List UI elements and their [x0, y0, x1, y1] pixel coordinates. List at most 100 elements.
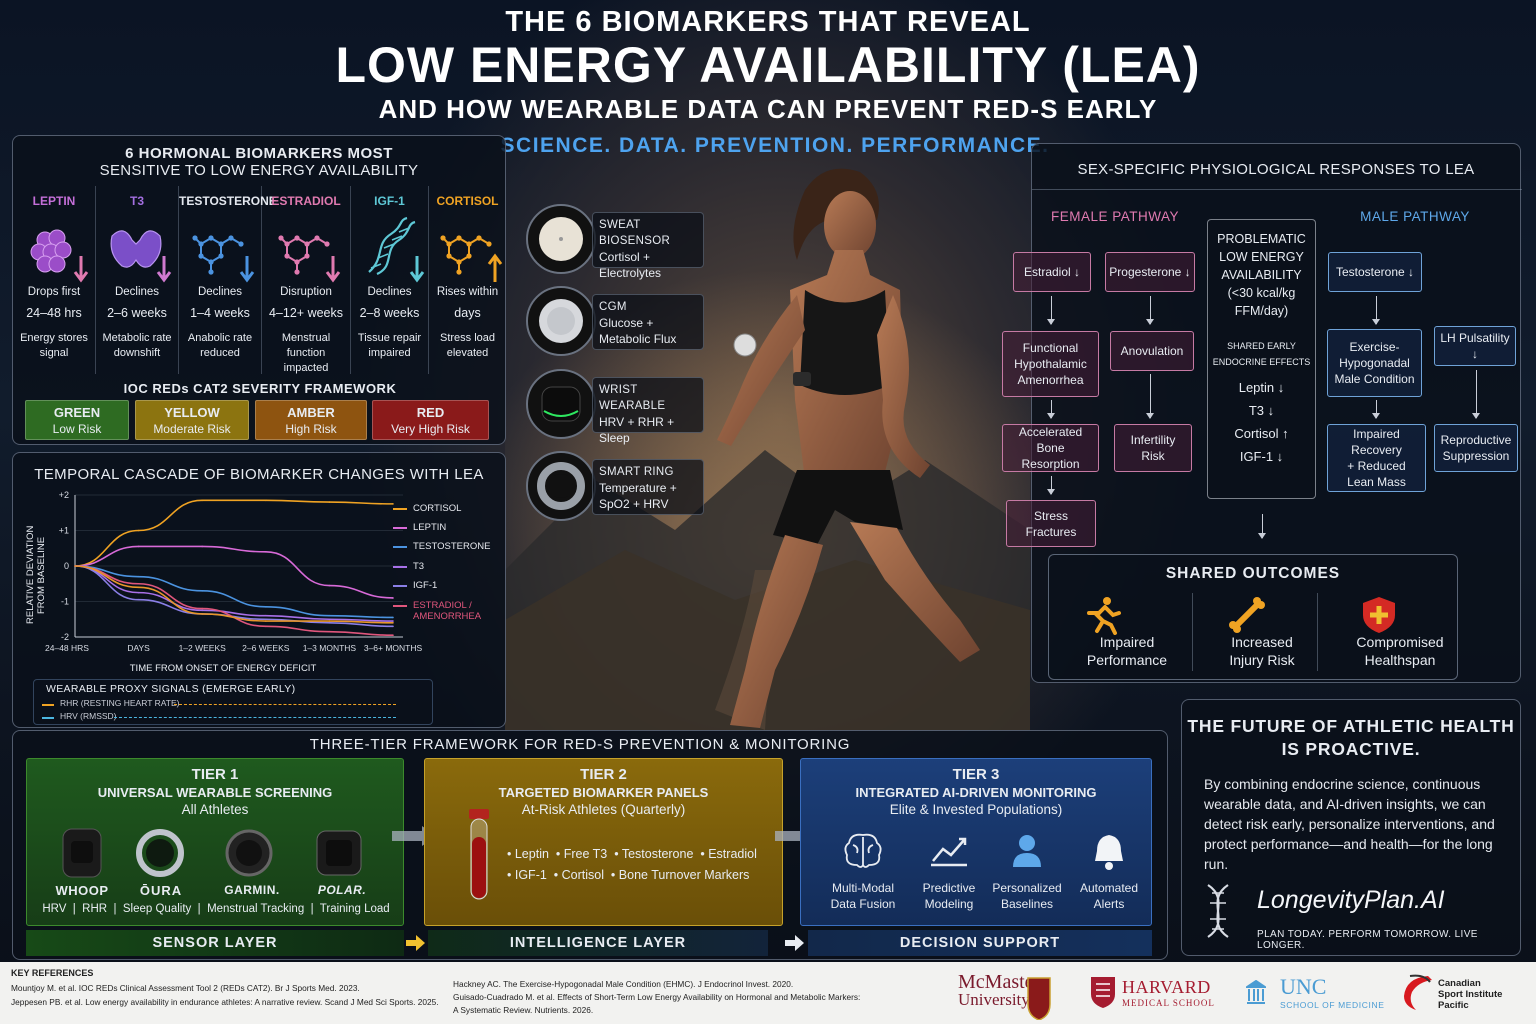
shared-outcomes-title: SHARED OUTCOMES — [1165, 565, 1341, 582]
data-point — [328, 618, 331, 621]
tier-3-audience: Elite & Invested Populations) — [889, 802, 1063, 817]
reference-5: A Systematic Review. Nutrients. 2026. — [453, 1005, 594, 1015]
stress-fractures-box: Stress Fractures — [1006, 500, 1096, 547]
fat-cells-icon — [13, 212, 95, 284]
arrow-down-icon — [409, 256, 424, 283]
severity-yellow: YELLOW Moderate Risk — [135, 400, 249, 440]
lea-line-4: (<30 kcal/kg — [1227, 286, 1296, 300]
wearable-label: SWEAT BIOSENSOR Cortisol + Electrolytes — [592, 212, 704, 280]
x-tick-label: 1–2 WEEKS — [179, 643, 227, 653]
bell-icon — [1095, 835, 1123, 870]
legend-item: IGF-1 — [393, 580, 437, 591]
unc-building-icon — [1246, 980, 1266, 1004]
data-point — [265, 625, 267, 628]
data-point — [328, 620, 331, 622]
outcome-label: Compromised Healthspan — [1356, 634, 1444, 668]
brand-oura: ŌURA — [139, 883, 183, 898]
data-point — [328, 501, 331, 503]
severity-green: GREEN Low Risk — [25, 400, 129, 440]
title-line-1: THE 6 BIOMARKERS THAT REVEAL — [505, 6, 1031, 38]
tier-3-item-label: Predictive Modeling — [922, 881, 976, 911]
data-point — [265, 618, 267, 621]
reference-2: Jeppesen PB. et al. Low energy availabil… — [11, 997, 439, 1007]
data-point — [392, 503, 394, 505]
harvard-shield-icon — [1091, 977, 1115, 1008]
data-point — [201, 613, 203, 615]
hormone-col-t3: T3 Declines 2–6 weeks Metabolic rate downshi… — [96, 186, 179, 374]
data-point — [137, 586, 140, 589]
data-point — [137, 598, 140, 601]
future-title-2: IS PROACTIVE. — [1281, 739, 1421, 759]
decision-support-label: DECISION SUPPORT — [808, 930, 1152, 956]
tier-3-item-3: Automated Alerts — [1069, 831, 1149, 912]
sex-panel-title: SEX-SPECIFIC PHYSIOLOGICAL RESPONSES TO … — [1077, 161, 1475, 178]
future-title-1: THE FUTURE OF ATHLETIC HEALTH — [1187, 716, 1515, 736]
dna-icon — [351, 212, 428, 284]
data-point — [392, 622, 394, 624]
effect-t3: T3 ↓ — [1248, 403, 1275, 418]
hormone-name: LEPTIN — [32, 194, 76, 208]
biomarker-line-chart: +2 +1 0 -1 -224–48 HRS DAYS 1–2 WEEKS 2–6 WEEKS… — [45, 490, 422, 653]
data-point — [137, 591, 140, 594]
proxy-title: WEARABLE PROXY SIGNALS (EMERGE EARLY) — [46, 683, 296, 695]
blood-tube-icon — [469, 809, 489, 900]
fha-box: Functional Hypothalamic Amenorrhea — [1002, 331, 1099, 397]
hormone-col-igf-1: IGF-1 Declines 2–8 weeks Tissue repair impai… — [351, 186, 429, 374]
person-icon — [1013, 835, 1041, 867]
shared-outcomes-box: SHARED OUTCOMES Impaired Performance Incre… — [1048, 554, 1458, 680]
testosterone-box: Testosterone ↓ — [1328, 252, 1422, 292]
reference-1: Mountjoy M. et al. IOC REDs Clinical Ass… — [11, 983, 360, 993]
lea-center-box: PROBLEMATIC LOW ENERGY AVAILABILITY (<30… — [1207, 219, 1316, 499]
hormone-name: ESTRADIOL — [271, 194, 341, 208]
legend-item: ESTRADIOL / AMENORRHEA — [393, 600, 481, 622]
chart-title: TEMPORAL CASCADE OF BIOMARKER CHANGES WI… — [34, 466, 484, 483]
brand-slogan: PLAN TODAY. PERFORM TOMORROW. LIVE LONGE… — [1257, 929, 1478, 951]
runner-icon — [1087, 597, 1121, 635]
y-tick-label: 0 — [64, 561, 69, 571]
lea-line-2: LOW ENERGY — [1219, 250, 1304, 264]
effect-igf1: IGF-1 ↓ — [1239, 449, 1284, 464]
data-point — [201, 609, 203, 612]
outcome-2: Compromised Healthspan — [1329, 595, 1453, 675]
data-point — [328, 622, 331, 624]
x-tick-label: 24–48 HRS — [45, 643, 89, 653]
cgm-sensor-icon — [526, 286, 596, 356]
wearable-callout-0: SWEAT BIOSENSOR Cortisol + Electrolytes — [526, 204, 704, 280]
tier-1-card: TIER 1 UNIVERSAL WEARABLE SCREENING All … — [26, 758, 404, 926]
data-point — [201, 499, 203, 502]
temporal-cascade-panel: TEMPORAL CASCADE OF BIOMARKER CHANGES WI… — [12, 452, 506, 728]
arrow-down-icon — [73, 256, 89, 283]
data-point — [328, 614, 331, 617]
hormone-description: Disruption 4–12+ weeks Menstrual function i… — [268, 286, 343, 375]
hormone-col-testosterone: TESTOSTERONE Declines 1–4 weeks Anabolic ra… — [179, 186, 277, 374]
tiers-title: THREE-TIER FRAMEWORK FOR RED-S PREVENTIO… — [309, 736, 851, 753]
future-panel: THE FUTURE OF ATHLETIC HEALTH IS PROACTI… — [1181, 699, 1521, 956]
wearable-callout-1: CGM Glucose + Metabolic Flux — [526, 286, 704, 356]
csi-swoosh-icon — [1404, 974, 1432, 1010]
arrow-down-icon — [239, 256, 255, 283]
legend-swatch — [393, 508, 407, 510]
lea-line-3: AVAILABILITY — [1221, 268, 1302, 282]
sweat-patch-icon — [526, 204, 596, 274]
data-point — [328, 630, 331, 633]
data-point — [201, 607, 203, 610]
hormone-col-leptin: LEPTIN Drops first 24–48 hrs Energy stores s… — [13, 186, 96, 374]
brain-icon — [844, 833, 882, 868]
csi-logo: Canadian Sport Institute Pacific — [1438, 978, 1503, 1011]
shared-effects-2: ENDOCRINE EFFECTS — [1212, 357, 1311, 367]
wearable-devices-illustration — [62, 828, 362, 878]
hormone-name: CORTISOL — [436, 194, 499, 208]
intelligence-layer-label: INTELLIGENCE LAYER — [428, 930, 768, 956]
data-point — [137, 529, 140, 532]
series-line-5 — [74, 565, 394, 637]
reproductive-suppression-box: Reproductive Suppression — [1434, 424, 1518, 472]
outcome-0: Impaired Performance — [1061, 595, 1185, 675]
dna-logo-icon — [1207, 884, 1229, 938]
series-line-6 — [74, 565, 394, 624]
y-tick-label: -2 — [61, 632, 69, 642]
ehmc-box: Exercise- Hypogonadal Male Condition — [1327, 329, 1422, 397]
estradiol-box: Estradiol ↓ — [1013, 252, 1091, 292]
tier-1-subheading: UNIVERSAL WEARABLE SCREENING — [97, 785, 333, 800]
lea-line-5: FFM/day) — [1234, 304, 1289, 318]
shield-cross-icon — [1363, 597, 1395, 633]
